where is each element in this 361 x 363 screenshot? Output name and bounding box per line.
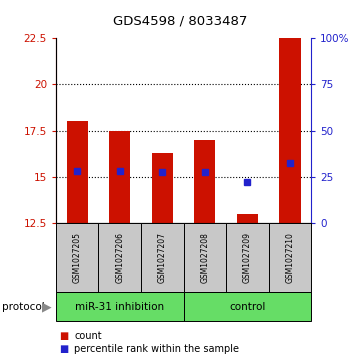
Bar xyxy=(194,140,216,223)
Text: GSM1027209: GSM1027209 xyxy=(243,232,252,283)
Text: ▶: ▶ xyxy=(42,300,52,313)
Text: GDS4598 / 8033487: GDS4598 / 8033487 xyxy=(113,15,248,28)
Text: GSM1027208: GSM1027208 xyxy=(200,232,209,283)
Bar xyxy=(152,153,173,223)
Text: GSM1027206: GSM1027206 xyxy=(115,232,124,283)
Text: GSM1027205: GSM1027205 xyxy=(73,232,82,283)
Bar xyxy=(279,38,301,223)
Text: percentile rank within the sample: percentile rank within the sample xyxy=(74,344,239,354)
Text: miR-31 inhibition: miR-31 inhibition xyxy=(75,302,164,312)
Bar xyxy=(109,131,130,223)
Text: GSM1027207: GSM1027207 xyxy=(158,232,167,283)
Text: count: count xyxy=(74,331,102,341)
Text: protocol: protocol xyxy=(2,302,44,312)
Bar xyxy=(66,121,88,223)
Text: ■: ■ xyxy=(60,344,69,354)
Bar xyxy=(237,214,258,223)
Text: GSM1027210: GSM1027210 xyxy=(286,232,295,283)
Text: control: control xyxy=(229,302,266,312)
Text: ■: ■ xyxy=(60,331,69,341)
